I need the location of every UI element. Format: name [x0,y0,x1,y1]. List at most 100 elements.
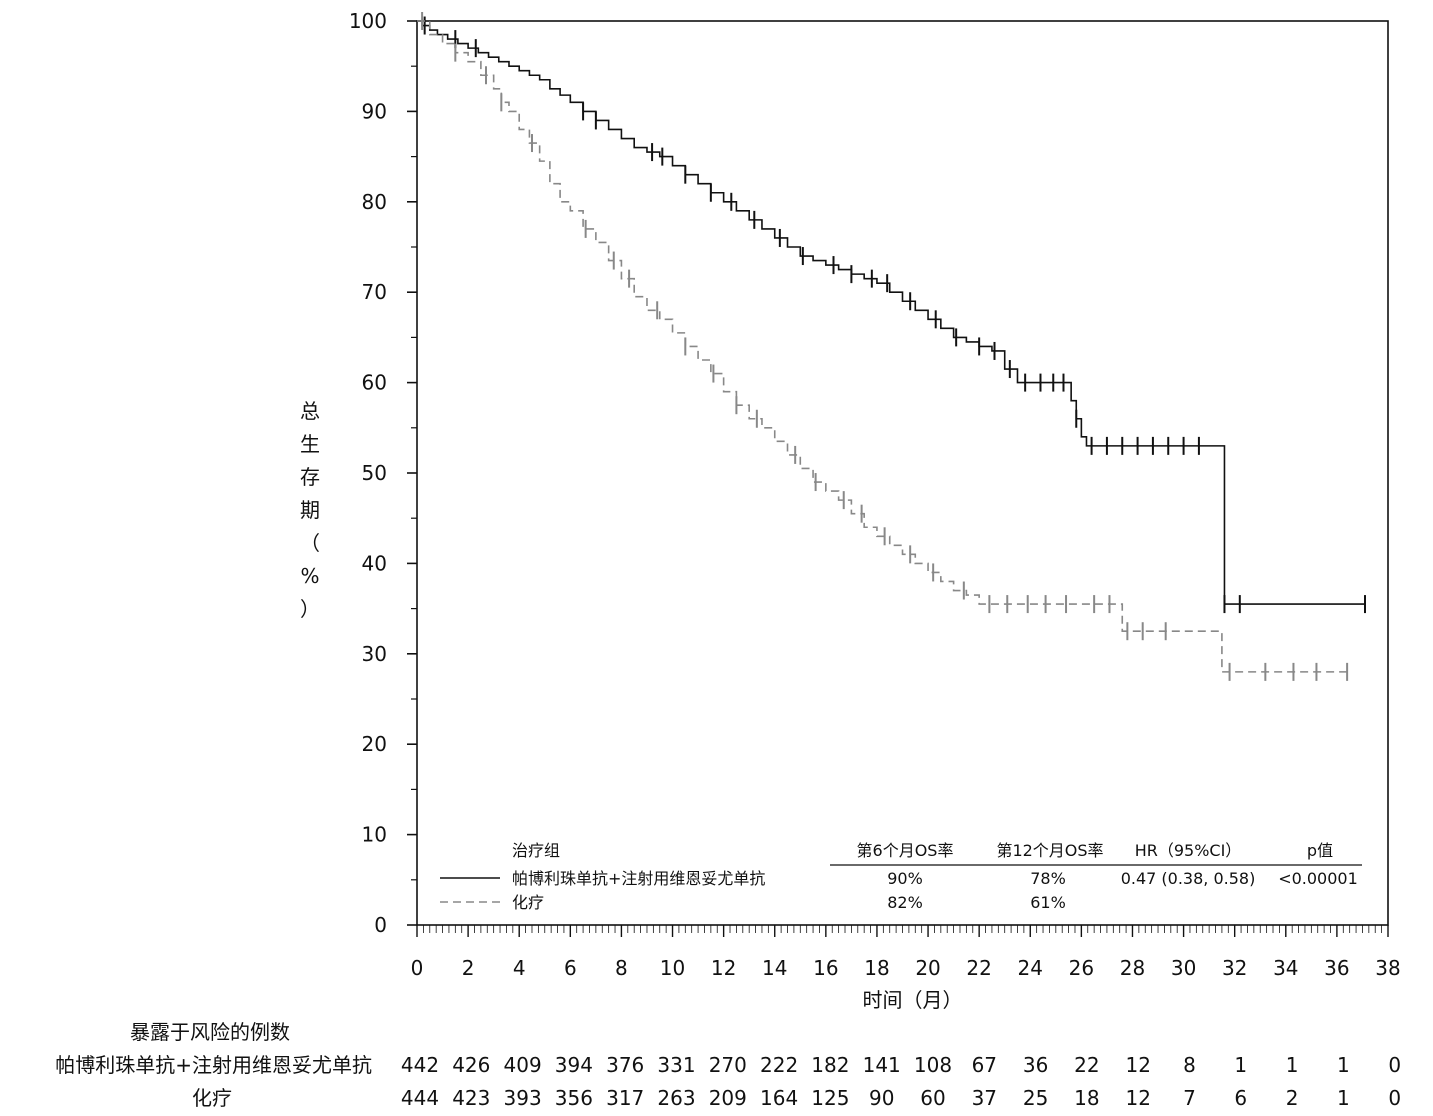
series-line-1 [417,20,1348,673]
x-tick-label: 14 [762,956,787,980]
risk-value: 6 [1234,1086,1247,1110]
risk-value: 12 [1125,1053,1150,1077]
y-axis-title-char: 存 [300,465,320,489]
x-tick-label: 8 [615,956,628,980]
x-tick-label: 2 [462,956,475,980]
risk-value: 263 [657,1086,695,1110]
risk-value: 164 [760,1086,798,1110]
x-tick-label: 26 [1069,956,1094,980]
y-tick-label: 70 [362,280,387,304]
risk-value: 0 [1388,1053,1401,1077]
risk-row-label: 化疗 [192,1086,232,1110]
risk-value: 0 [1388,1086,1401,1110]
legend-header-hr: HR（95%CI） [1135,841,1242,860]
risk-value: 125 [811,1086,849,1110]
risk-value: 12 [1125,1086,1150,1110]
y-axis-title-char: （ [300,531,320,555]
y-axis-title-char: 期 [300,498,320,522]
risk-value: 22 [1074,1053,1099,1077]
x-tick-label: 16 [813,956,838,980]
risk-table-title: 暴露于风险的例数 [130,1020,290,1044]
risk-value: 331 [657,1053,695,1077]
x-tick-label: 28 [1120,956,1145,980]
y-tick-label: 50 [362,461,387,485]
x-tick-label: 34 [1273,956,1298,980]
risk-value: 37 [972,1086,997,1110]
risk-value: 426 [452,1053,490,1077]
legend-row-os12: 61% [1030,893,1066,912]
y-tick-label: 40 [362,551,387,575]
risk-value: 18 [1074,1086,1099,1110]
x-tick-label: 30 [1171,956,1196,980]
risk-value: 356 [555,1086,593,1110]
y-axis-title-char: 总 [300,399,320,423]
risk-value: 423 [452,1086,490,1110]
x-tick-label: 6 [564,956,577,980]
legend-row-name: 帕博利珠单抗+注射用维恩妥尤单抗 [512,869,765,888]
risk-value: 444 [401,1086,439,1110]
risk-value: 108 [914,1053,952,1077]
x-tick-label: 38 [1375,956,1400,980]
risk-value: 141 [863,1053,901,1077]
risk-value: 1 [1337,1053,1350,1077]
x-tick-label: 24 [1018,956,1043,980]
x-tick-label: 0 [411,956,424,980]
risk-value: 409 [504,1053,542,1077]
y-axis-title-char: ） [300,597,320,621]
risk-value: 1 [1234,1053,1247,1077]
risk-value: 8 [1183,1053,1196,1077]
x-tick-label: 20 [915,956,940,980]
y-tick-label: 20 [362,732,387,756]
risk-value: 90 [869,1086,894,1110]
legend-row-name: 化疗 [512,893,544,912]
legend-row-p: <0.00001 [1278,869,1358,888]
y-tick-label: 90 [362,99,387,123]
x-tick-label: 36 [1324,956,1349,980]
legend-row-os12: 78% [1030,869,1066,888]
x-tick-label: 18 [864,956,889,980]
legend: 治疗组 第6个月OS率 第12个月OS率 HR（95%CI） p值帕博利珠单抗+注射用维… [440,841,1362,912]
risk-value: 270 [709,1053,747,1077]
legend-row-os6: 82% [887,893,923,912]
legend-header-os12: 第12个月OS率 [996,841,1103,860]
risk-value: 25 [1023,1086,1048,1110]
risk-value: 7 [1183,1086,1196,1110]
y-tick-label: 0 [374,913,387,937]
risk-value: 376 [606,1053,644,1077]
series-layer [417,12,1367,681]
plot-frame [416,20,1389,926]
y-tick-label: 100 [349,9,387,33]
legend-header-os6: 第6个月OS率 [857,841,954,860]
legend-header-p: p值 [1307,841,1333,860]
series-line-0 [417,20,1365,605]
risk-value: 1 [1286,1053,1299,1077]
risk-value: 182 [811,1053,849,1077]
legend-header-group: 治疗组 [512,841,560,860]
risk-value: 60 [920,1086,945,1110]
x-tick-label: 10 [660,956,685,980]
x-tick-label: 32 [1222,956,1247,980]
risk-value: 317 [606,1086,644,1110]
legend-row-os6: 90% [887,869,923,888]
risk-value: 36 [1023,1053,1048,1077]
risk-value: 442 [401,1053,439,1077]
x-tick-label: 22 [966,956,991,980]
risk-value: 67 [972,1053,997,1077]
x-tick-label: 4 [513,956,526,980]
risk-value: 393 [504,1086,542,1110]
risk-row-label: 帕博利珠单抗+注射用维恩妥尤单抗 [55,1053,372,1077]
risk-value: 209 [709,1086,747,1110]
y-tick-label: 80 [362,190,387,214]
y-axis-title-char: 生 [300,432,320,456]
risk-value: 1 [1337,1086,1350,1110]
risk-value: 2 [1286,1086,1299,1110]
legend-row-hr: 0.47 (0.38, 0.58) [1121,869,1256,888]
x-tick-label: 12 [711,956,736,980]
x-axis-title: 时间（月） [863,988,963,1012]
y-tick-label: 60 [362,371,387,395]
y-tick-label: 30 [362,642,387,666]
y-tick-label: 10 [362,823,387,847]
